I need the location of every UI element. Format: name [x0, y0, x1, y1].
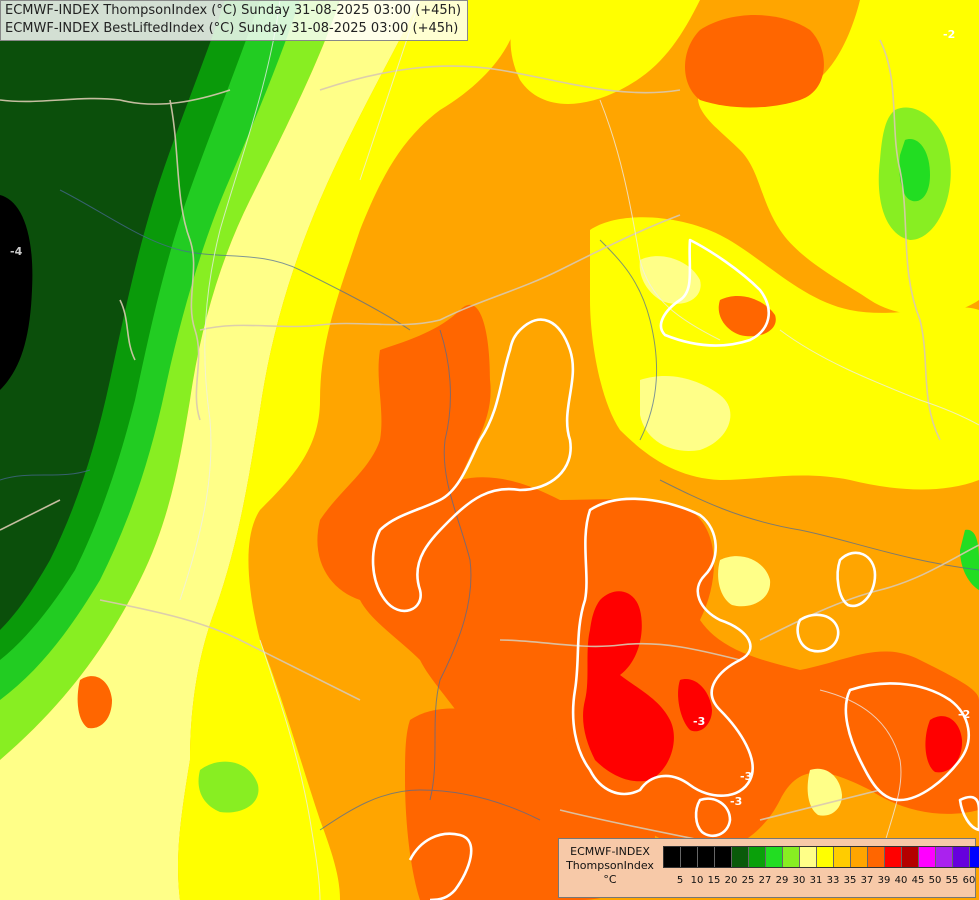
legend-swatch	[851, 847, 868, 867]
legend-tick-label: 15	[707, 875, 721, 886]
rivers	[0, 189, 979, 831]
legend-swatch	[749, 847, 766, 867]
legend-tick-label: 33	[826, 875, 840, 886]
legend-swatch	[868, 847, 885, 867]
field-pale-yellow-south-1	[807, 768, 842, 816]
legend-swatch	[715, 847, 732, 867]
legend-swatch	[732, 847, 749, 867]
legend-tick-label: 10	[690, 875, 704, 886]
field-dark-green-west	[0, 0, 225, 630]
contour-label: -2	[958, 708, 970, 721]
legend-swatch	[953, 847, 970, 867]
field-dark-orange-pocket	[77, 676, 112, 729]
lifted-index-contours	[371, 238, 979, 900]
legend-tick-label: 20	[724, 875, 738, 886]
field-green-east	[899, 139, 930, 202]
field-pale-yellow-south-2	[718, 556, 771, 607]
legend-tick-label: 5	[676, 875, 684, 886]
legend-tick-label: 55	[945, 875, 959, 886]
map-title-lifted: ECMWF-INDEX BestLiftedIndex (°C) Sunday …	[5, 21, 459, 36]
legend-model: ECMWF-INDEX	[570, 845, 650, 858]
legend-swatch	[698, 847, 715, 867]
contour-labels: -4 -2 -3 -2 -3 -3	[10, 28, 970, 808]
legend-color-bar	[663, 846, 979, 868]
legend-swatch	[664, 847, 681, 867]
legend-tick-label: 30	[792, 875, 806, 886]
legend-tick-label: 60	[962, 875, 976, 886]
legend-tick-label: 31	[809, 875, 823, 886]
legend-tick-label: 50	[928, 875, 942, 886]
field-dark-orange-east-1	[718, 295, 776, 337]
contour-label: -4	[10, 245, 23, 258]
legend-swatch	[902, 847, 919, 867]
legend-swatch	[800, 847, 817, 867]
field-dark-orange-north	[685, 15, 824, 108]
map-title-thompson: ECMWF-INDEX ThompsonIndex (°C) Sunday 31…	[5, 3, 462, 18]
legend-tick-label: 35	[843, 875, 857, 886]
legend-tick-label: 37	[860, 875, 874, 886]
field-yellow-band	[178, 0, 520, 900]
contour-label: -3	[730, 795, 742, 808]
legend-swatch	[817, 847, 834, 867]
thin-contours	[179, 0, 979, 900]
color-legend: ECMWF-INDEX ThompsonIndex °C 5 10 15 20 25 27…	[558, 838, 979, 898]
legend-parameter: ThompsonIndex	[566, 859, 654, 872]
legend-tick-labels: 5 10 15 20 25 27 29 30 31 33 35 37 39 40 45 50 55 60	[663, 875, 976, 889]
field-black-west	[0, 195, 33, 390]
legend-swatch	[970, 847, 979, 867]
legend-swatch	[885, 847, 902, 867]
borders	[0, 39, 979, 841]
field-red-east	[925, 716, 963, 773]
legend-swatch	[783, 847, 800, 867]
contour-label: -3	[693, 715, 705, 728]
legend-swatch	[834, 847, 851, 867]
legend-tick-label: 39	[877, 875, 891, 886]
field-light-green-south	[198, 761, 259, 813]
field-green-far-east	[960, 529, 979, 590]
legend-tick-label: 29	[775, 875, 789, 886]
field-yellow-north	[510, 0, 700, 104]
legend-tick-label: 25	[741, 875, 755, 886]
field-pale-yellow-band	[0, 0, 420, 900]
legend-swatch	[919, 847, 936, 867]
legend-swatch	[936, 847, 953, 867]
field-pale-yellow-east	[640, 375, 731, 451]
contour-label: -3	[740, 770, 752, 783]
field-red-mid	[678, 679, 712, 732]
map-title-box: ECMWF-INDEX ThompsonIndex (°C) Sunday 31…	[0, 0, 469, 41]
legend-swatch	[681, 847, 698, 867]
legend-tick-label: 27	[758, 875, 772, 886]
field-red-core	[583, 591, 674, 782]
legend-tick-label: 40	[894, 875, 908, 886]
legend-title: ECMWF-INDEX ThompsonIndex °C	[563, 845, 657, 887]
legend-tick-label: 45	[911, 875, 925, 886]
contour-label: -2	[943, 28, 955, 41]
legend-unit: °C	[603, 873, 617, 886]
legend-swatch	[766, 847, 783, 867]
